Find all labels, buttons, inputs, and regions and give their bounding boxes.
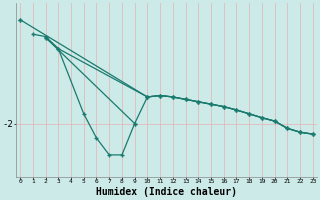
X-axis label: Humidex (Indice chaleur): Humidex (Indice chaleur) xyxy=(96,187,237,197)
